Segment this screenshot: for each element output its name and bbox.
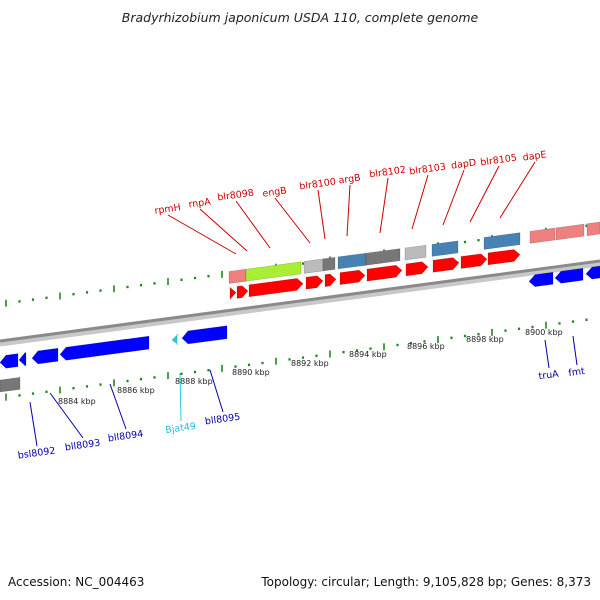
callout-rpmH [167,214,237,255]
cog-block-fmt [555,223,585,241]
callout-fmt [572,335,578,366]
scale-label: 8886 kbp [117,386,155,395]
callout-rnpA [199,208,248,252]
genome-backbone [0,259,600,347]
feature-blocks [0,221,600,393]
cog-block-argB [337,252,367,270]
forward-cds-arrow [236,285,249,299]
cog-block-rpmH [228,268,247,284]
gene-label-dapD: dapD [450,157,476,171]
gene-label-blr8100: blr8100 [299,177,337,193]
cog-block-bsl8092 [0,376,21,393]
gene-label-argB: argB [338,173,361,187]
scale-label: 8896 kbp [407,342,445,351]
gene-label-fmt: fmt [568,366,586,379]
reverse-cds-arrow [181,325,228,345]
forward-cds-arrow [366,264,403,282]
callout-blr8105 [469,165,500,223]
gene-labels: rpmH rnpA blr8098 engB blr8100 argB blr8102 blr… [17,149,586,461]
callout-blr8098 [235,200,271,249]
map-title: Bradyrhizobium japonicum USDA 110, compl… [122,10,479,25]
scale-label: 8890 kbp [232,368,270,377]
reverse-cds-arrow [528,271,554,287]
callout-blr8103 [411,174,429,230]
gene-label-bll8095: bll8095 [204,412,241,428]
scale-label: 8898 kbp [466,335,504,344]
gene-label-rpmH: rpmH [154,202,182,217]
gene-label-blr8105: blr8105 [480,153,518,169]
forward-cds-arrow [305,275,324,290]
cog-block-blr8100 [322,256,336,272]
cog-block-engB [303,258,324,274]
cog-block-blr8103 [404,244,427,261]
callout-argB [346,184,351,237]
callout-truA [544,339,550,369]
forward-cds-arrow [324,273,337,288]
gene-label-truA: truA [538,369,560,383]
reverse-cds-arrow [554,267,584,284]
cog-block-blr8102 [365,248,401,266]
forward-cds-arrow [432,257,460,273]
gene-label-blr8103: blr8103 [409,162,447,178]
forward-cds-arrow [339,269,366,286]
forward-cds-arrow [248,278,304,298]
reverse-cds-arrow [0,353,19,369]
rna-feature-Bjat49 [171,333,179,345]
gene-label-Bjat49: Bjat49 [165,421,197,436]
callout-dapE [499,161,536,219]
gene-label-bsl8092: bsl8092 [17,445,56,461]
cog-block-edge [586,221,600,237]
reverse-cds-arrow [585,265,600,280]
gene-label-rnpA: rnpA [188,196,212,210]
forward-cds-arrow [229,286,237,301]
callout-engB [274,197,311,244]
callout-bll8093 [49,392,84,439]
scale-label: 8894 kbp [349,350,387,359]
reverse-cds-arrow [59,335,150,361]
backbone-line [0,259,600,343]
cog-block-dapE [483,232,521,250]
gene-label-bll8094: bll8094 [107,429,144,445]
scale-label: 8900 kbp [525,328,563,337]
reverse-cds-arrow [18,352,27,366]
forward-cds-arrow [405,261,429,277]
callout-bll8094 [109,383,127,430]
tick-track-lower [5,318,588,401]
footer-summary: Topology: circular; Length: 9,105,828 bp… [260,575,591,589]
scale-label: 8884 kbp [58,397,96,406]
forward-cds-arrow [487,249,521,266]
gene-label-blr8098: blr8098 [217,188,255,204]
cog-block-truA [529,227,556,244]
gene-label-bll8093: bll8093 [64,438,101,454]
gene-label-blr8102: blr8102 [369,165,407,181]
callout-blr8102 [379,177,389,234]
scale-label: 8888 kbp [175,377,213,386]
callout-bsl8092 [29,401,38,447]
cog-block-dapD [431,240,459,257]
reverse-cds-arrow [31,347,59,365]
gene-label-dapE: dapE [522,149,547,163]
footer-accession: Accession: NC_004463 [8,575,144,589]
callout-blr8100 [317,189,326,240]
backbone-shadow [0,261,600,347]
scale-labels: 8884 kbp 8886 kbp 8888 kbp 8890 kbp 8892 kbp… [58,328,563,406]
cog-block-rnpA [245,261,302,282]
scale-label: 8892 kbp [291,359,329,368]
callout-Bjat49 [179,372,182,422]
gene-callouts [29,161,578,447]
gene-label-engB: engB [262,185,288,199]
callout-bll8095 [209,369,224,413]
callout-dapD [442,169,465,226]
forward-cds-arrow [460,253,488,269]
